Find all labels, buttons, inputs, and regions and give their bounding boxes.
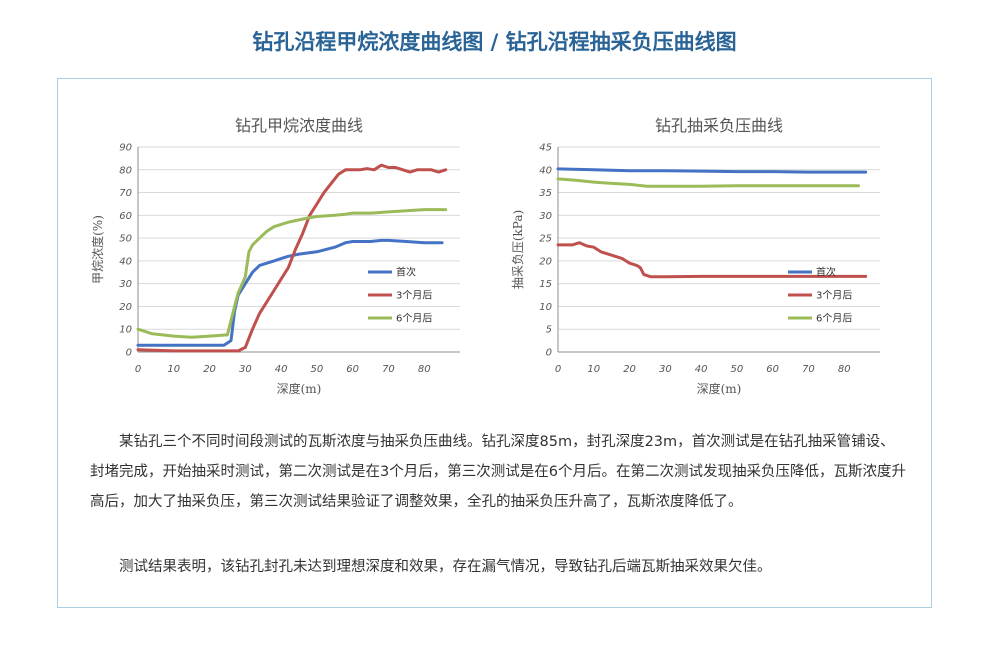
- y-axis-label: 抽采负压(kPa): [511, 210, 525, 289]
- y-tick-label: 20: [539, 256, 552, 267]
- x-axis-label: 深度(m): [277, 381, 322, 396]
- y-tick-label: 0: [546, 348, 552, 359]
- chart-svg: 钻孔甲烷浓度曲线 0 10 20 30 40 50 60 70 80 90 0 10 20 30 40 50 60…: [90, 116, 460, 396]
- series-line-1: [556, 241, 868, 279]
- x-tick-label: 30: [659, 364, 672, 375]
- series-line-1: [136, 163, 448, 353]
- x-tick-label: 30: [239, 364, 252, 375]
- series-line-0: [136, 238, 444, 347]
- y-tick-label: 30: [539, 211, 552, 222]
- legend-entry: 首次: [396, 266, 416, 279]
- series-line-2: [136, 208, 448, 339]
- x-tick-label: 60: [346, 364, 359, 375]
- y-tick-label: 15: [539, 279, 552, 290]
- legend-entry: 6个月后: [816, 313, 852, 325]
- x-tick-label: 80: [418, 364, 431, 375]
- y-tick-label: 90: [119, 143, 132, 154]
- y-tick-label: 5: [546, 325, 552, 336]
- x-tick-label: 20: [623, 364, 636, 375]
- y-tick-label: 10: [539, 302, 552, 313]
- x-tick-label: 10: [587, 364, 600, 375]
- x-tick-label: 70: [382, 364, 395, 375]
- y-tick-label: 40: [119, 256, 132, 267]
- chart-title: 钻孔甲烷浓度曲线: [235, 116, 363, 135]
- x-tick-label: 20: [203, 364, 216, 375]
- y-tick-label: 45: [539, 143, 552, 154]
- y-tick-label: 30: [119, 279, 132, 290]
- description-paragraph-2: 测试结果表明，该钻孔封孔未达到理想深度和效果，存在漏气情况，导致钻孔后端瓦斯抽采…: [119, 559, 772, 575]
- x-tick-label: 50: [731, 364, 744, 375]
- x-tick-label: 80: [838, 364, 851, 375]
- x-tick-label: 0: [135, 364, 141, 375]
- x-tick-label: 10: [167, 364, 180, 375]
- legend-entry: 3个月后: [396, 290, 432, 302]
- y-tick-label: 20: [119, 302, 132, 313]
- series-line-0: [556, 167, 868, 174]
- x-tick-label: 70: [802, 364, 815, 375]
- y-tick-label: 0: [126, 348, 132, 359]
- x-tick-label: 50: [311, 364, 324, 375]
- x-tick-label: 40: [275, 364, 288, 375]
- x-tick-label: 0: [555, 364, 561, 375]
- y-axis-label: 甲烷浓度(%): [90, 215, 105, 284]
- y-tick-label: 80: [119, 165, 132, 176]
- legend-entry: 6个月后: [396, 313, 432, 325]
- x-tick-label: 40: [695, 364, 708, 375]
- legend-entry: 3个月后: [816, 290, 852, 302]
- x-axis-label: 深度(m): [697, 381, 742, 396]
- extraction-pressure-chart: 钻孔抽采负压曲线 0 5 10 15 20 25 30 35 40 45 0 10 20 30 40 50 60 7…: [502, 79, 902, 399]
- y-tick-label: 10: [119, 325, 132, 336]
- chart-svg: 钻孔抽采负压曲线 0 5 10 15 20 25 30 35 40 45 0 10 20 30 40 50 60 7…: [511, 116, 880, 396]
- x-tick-label: 60: [766, 364, 779, 375]
- y-tick-label: 50: [119, 234, 132, 245]
- y-tick-label: 70: [119, 188, 132, 199]
- description-paragraph-1: 某钻孔三个不同时间段测试的瓦斯浓度与抽采负压曲线。钻孔深度85m，封孔深度23m…: [90, 434, 906, 510]
- y-tick-label: 60: [119, 211, 132, 222]
- y-tick-label: 35: [539, 188, 552, 199]
- page-title: 钻孔沿程甲烷浓度曲线图 / 钻孔沿程抽采负压曲线图: [252, 30, 737, 54]
- content-panel: 钻孔甲烷浓度曲线 0 10 20 30 40 50 60 70 80 90 0 10 20 30 40 50 60…: [57, 78, 932, 608]
- series-line-2: [556, 177, 860, 188]
- chart-title: 钻孔抽采负压曲线: [655, 116, 783, 135]
- legend-entry: 首次: [816, 266, 836, 279]
- y-tick-label: 25: [539, 234, 552, 245]
- y-tick-label: 40: [539, 165, 552, 176]
- methane-concentration-chart: 钻孔甲烷浓度曲线 0 10 20 30 40 50 60 70 80 90 0 10 20 30 40 50 60…: [82, 79, 482, 399]
